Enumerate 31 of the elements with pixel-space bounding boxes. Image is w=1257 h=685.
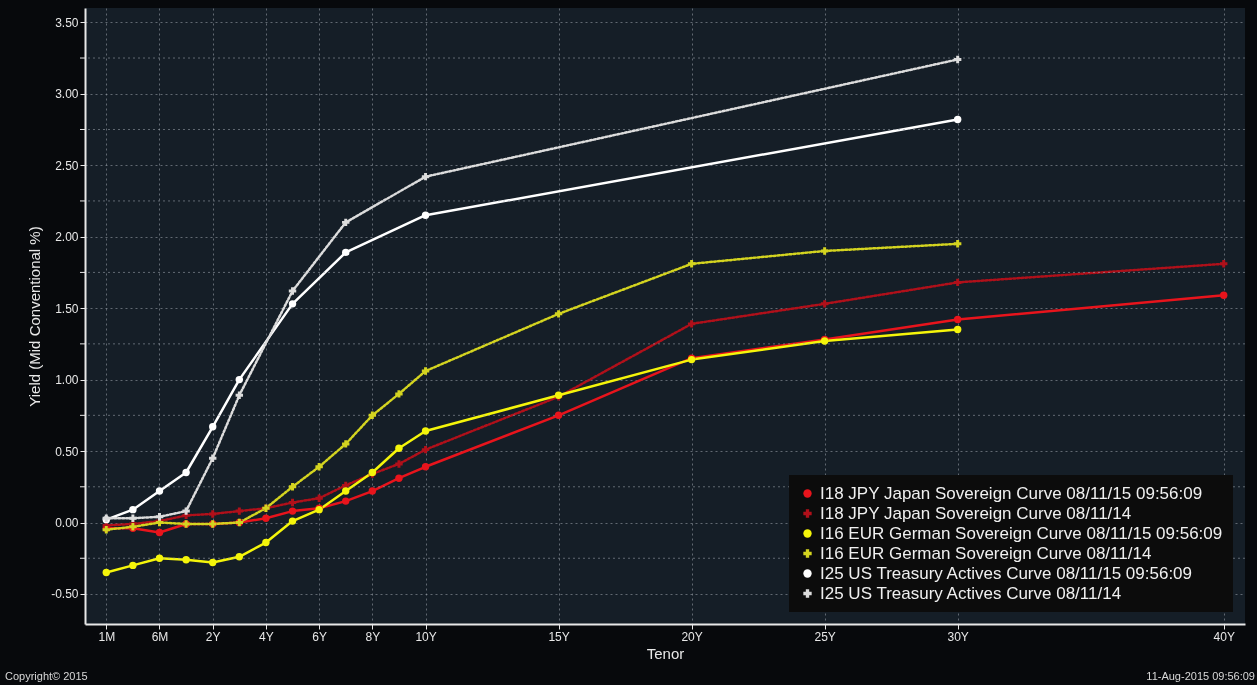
y-tick-label: 2.50 [55,158,79,173]
x-tick-label: 15Y [548,629,570,644]
x-tick-label: 40Y [1213,629,1235,644]
x-tick-label: 6Y [312,629,327,644]
x-tick-label: 1M [98,629,116,644]
legend-label: I18 JPY Japan Sovereign Curve 08/11/14 [820,503,1132,523]
y-tick-label: 1.50 [55,301,79,316]
x-tick-label: 8Y [365,629,381,644]
text: Copyright© 2015 [5,670,88,682]
x-tick-label: 2Y [205,629,221,644]
y-axis-title: Yield (Mid Conventional %) [26,226,44,407]
x-tick-label: 4Y [259,629,274,644]
legend-label: I16 EUR German Sovereign Curve 08/11/15 09:56:09 [820,523,1223,543]
x-tick-label: 30Y [947,629,969,644]
legend-label: I25 US Treasury Actives Curve 08/11/15 09:56:09 [820,563,1193,583]
text: 11-Aug-2015 09:56:09 [1146,670,1255,682]
y-tick-label: 0.00 [55,516,79,531]
x-tick-label: 20Y [681,629,703,644]
x-tick-label: 6M [151,629,169,644]
y-tick-label: 0.50 [55,444,79,459]
y-tick-label: -0.50 [51,587,79,602]
y-tick-label: 1.00 [55,373,79,388]
x-tick-label: 10Y [415,629,437,644]
y-tick-label: 2.00 [55,230,79,245]
legend-label: I18 JPY Japan Sovereign Curve 08/11/15 09:56:09 [820,483,1203,503]
x-tick-label: 25Y [814,629,836,644]
legend-label: I25 US Treasury Actives Curve 08/11/14 [820,583,1122,603]
y-tick-label: 3.50 [55,15,79,30]
x-axis-title: Tenor [646,644,685,662]
legend-label: I16 EUR German Sovereign Curve 08/11/14 [820,543,1152,563]
y-tick-label: 3.00 [55,87,79,102]
